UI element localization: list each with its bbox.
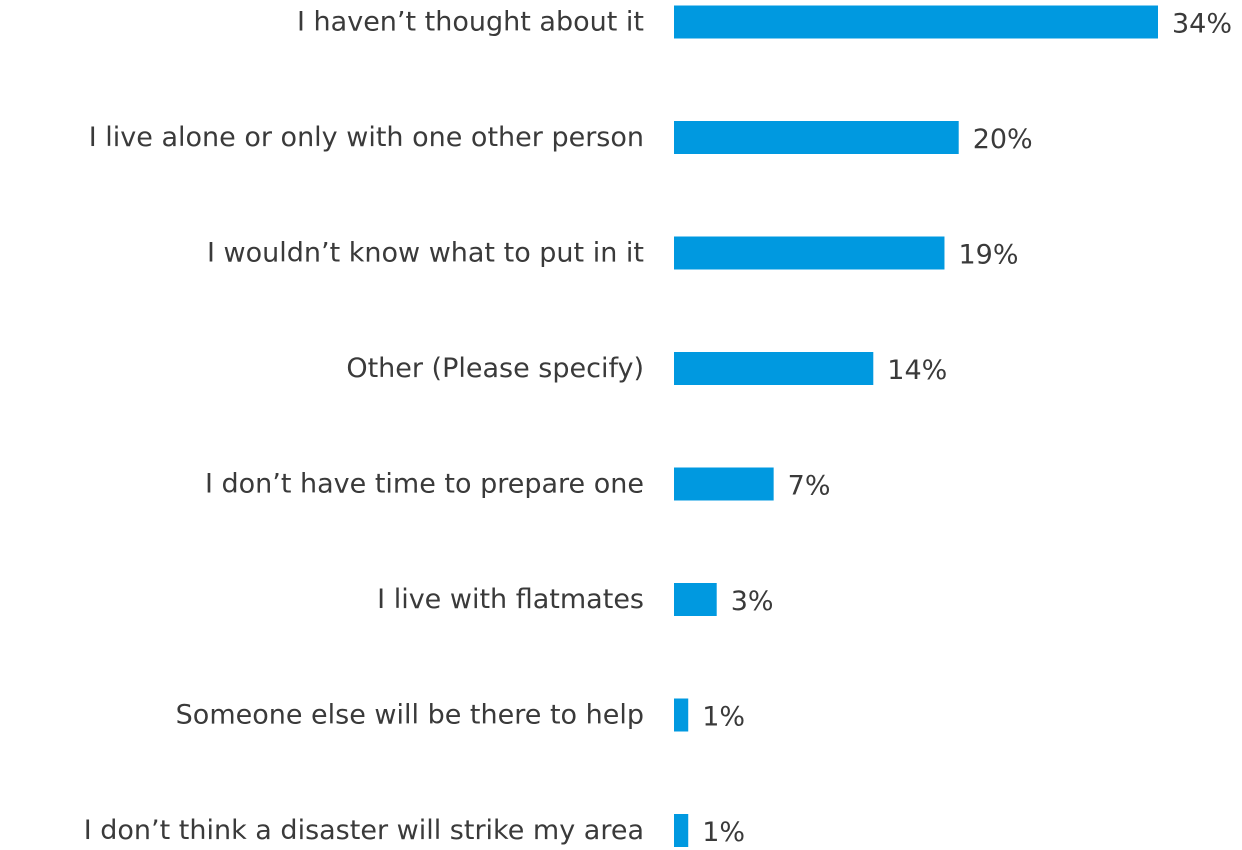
value-label: 7% <box>788 471 831 502</box>
category-label: Other (Please specify) <box>346 353 644 384</box>
value-label: 20% <box>973 124 1033 155</box>
value-label: 1% <box>702 702 745 733</box>
value-label: 19% <box>958 240 1018 271</box>
value-label: 34% <box>1172 9 1232 40</box>
category-label: Someone else will be there to help <box>176 700 644 731</box>
bar <box>674 583 717 616</box>
bar <box>674 352 874 385</box>
bar <box>674 698 689 732</box>
category-label: I live alone or only with one other pers… <box>89 122 644 153</box>
value-label: 3% <box>731 586 774 617</box>
value-labels: 34% 20% 19% 14% 7% 3% 1% 1% <box>702 9 1232 849</box>
value-label: 14% <box>887 355 947 386</box>
category-labels: I haven’t thought about it I live alone o… <box>84 7 644 847</box>
bars-layer <box>674 5 1158 847</box>
category-label: I don’t think a disaster will strike my … <box>84 815 644 846</box>
category-label: I haven’t thought about it <box>297 7 644 38</box>
category-label: I live with flatmates <box>377 584 644 615</box>
category-label: I wouldn’t know what to put in it <box>207 238 644 269</box>
bar <box>674 121 959 154</box>
value-label: 1% <box>702 817 745 848</box>
bar <box>674 236 945 270</box>
bar <box>674 467 774 501</box>
bar <box>674 5 1158 39</box>
bar <box>674 814 689 847</box>
category-label: I don’t have time to prepare one <box>205 469 644 500</box>
